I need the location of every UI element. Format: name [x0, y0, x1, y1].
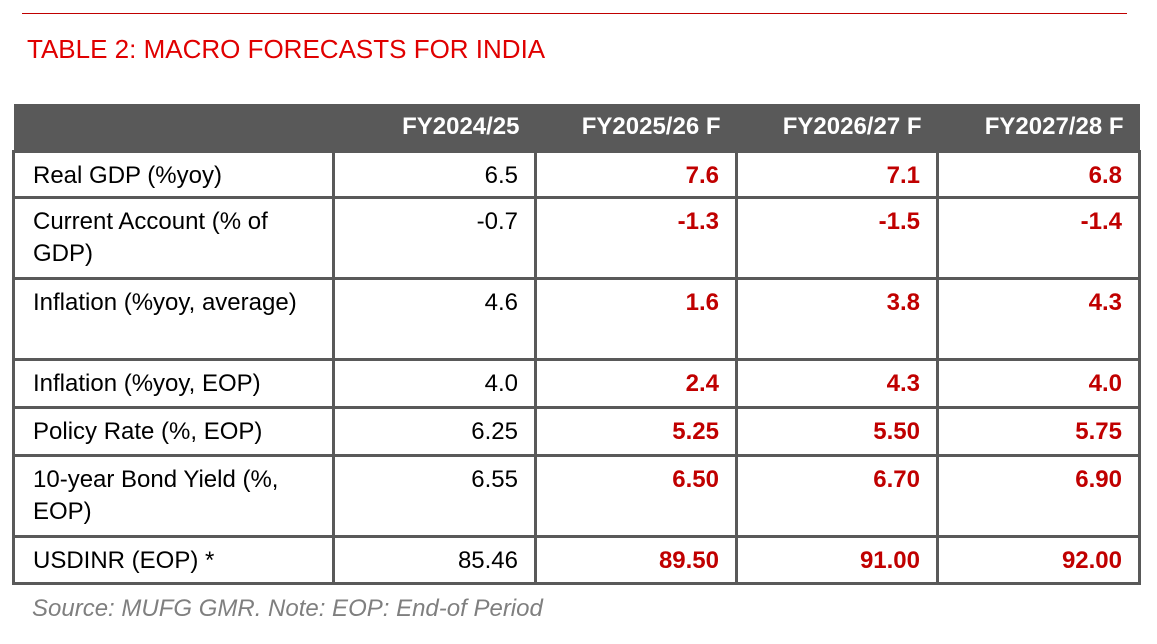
- actual-value-cell: 6.5: [332, 150, 537, 199]
- row-label: 10-year Bond Yield (%, EOP): [12, 454, 335, 538]
- forecast-value-cell: 2.4: [534, 358, 738, 409]
- forecast-value-cell: 5.75: [936, 406, 1141, 457]
- actual-value-cell: 4.6: [332, 277, 537, 361]
- forecast-value-cell: 7.6: [534, 150, 738, 199]
- forecast-value-cell: 5.50: [735, 406, 939, 457]
- actual-value-cell: -0.7: [332, 196, 537, 280]
- actual-value-cell: 6.25: [332, 406, 537, 457]
- table-row: Policy Rate (%, EOP) 6.25 5.25 5.50 5.75: [12, 406, 1141, 457]
- forecast-value-cell: 3.8: [735, 277, 939, 361]
- forecast-value-cell: 6.50: [534, 454, 738, 538]
- forecast-value-cell: 4.3: [735, 358, 939, 409]
- forecast-value-cell: -1.4: [936, 196, 1141, 280]
- row-label: Inflation (%yoy, average): [12, 277, 335, 361]
- forecast-value-cell: 6.8: [936, 150, 1141, 199]
- row-label: Inflation (%yoy, EOP): [12, 358, 335, 409]
- forecast-value-cell: 6.70: [735, 454, 939, 538]
- header-row: FY2024/25 FY2025/26 F FY2026/27 F FY2027…: [13, 104, 1140, 152]
- table-row: Inflation (%yoy, average) 4.6 1.6 3.8 4.3: [12, 277, 1141, 361]
- forecast-value-cell: 89.50: [534, 535, 738, 585]
- table-row: Real GDP (%yoy) 6.5 7.6 7.1 6.8: [12, 150, 1141, 199]
- forecast-value-cell: 6.90: [936, 454, 1141, 538]
- column-header: [13, 104, 334, 152]
- forecast-value-cell: 4.0: [936, 358, 1141, 409]
- macro-forecast-table: FY2024/25 FY2025/26 F FY2026/27 F FY2027…: [12, 104, 1141, 585]
- top-rule: [22, 13, 1127, 14]
- table-row: Current Account (% of GDP) -0.7 -1.3 -1.5 -1…: [12, 196, 1141, 280]
- column-header: FY2025/26 F: [535, 104, 737, 152]
- actual-value-cell: 6.55: [332, 454, 537, 538]
- forecast-value-cell: 7.1: [735, 150, 939, 199]
- forecast-value-cell: 92.00: [936, 535, 1141, 585]
- row-label: Real GDP (%yoy): [12, 150, 335, 199]
- table-row: USDINR (EOP) * 85.46 89.50 91.00 92.00: [12, 535, 1141, 585]
- forecast-value-cell: -1.5: [735, 196, 939, 280]
- column-header: FY2024/25: [333, 104, 536, 152]
- table-row: 10-year Bond Yield (%, EOP) 6.55 6.50 6.70 6…: [12, 454, 1141, 538]
- row-label: Current Account (% of GDP): [12, 196, 335, 280]
- forecast-value-cell: 1.6: [534, 277, 738, 361]
- actual-value-cell: 85.46: [332, 535, 537, 585]
- forecast-value-cell: 5.25: [534, 406, 738, 457]
- actual-value-cell: 4.0: [332, 358, 537, 409]
- source-note: Source: MUFG GMR. Note: EOP: End-of Peri…: [32, 595, 543, 622]
- row-label: Policy Rate (%, EOP): [12, 406, 335, 457]
- forecast-value-cell: -1.3: [534, 196, 738, 280]
- column-header: FY2027/28 F: [937, 104, 1140, 152]
- table-title: TABLE 2: MACRO FORECASTS FOR INDIA: [27, 34, 546, 64]
- column-header: FY2026/27 F: [736, 104, 938, 152]
- table-row: Inflation (%yoy, EOP) 4.0 2.4 4.3 4.0: [12, 358, 1141, 409]
- forecast-value-cell: 4.3: [936, 277, 1141, 361]
- row-label: USDINR (EOP) *: [12, 535, 335, 585]
- forecast-value-cell: 91.00: [735, 535, 939, 585]
